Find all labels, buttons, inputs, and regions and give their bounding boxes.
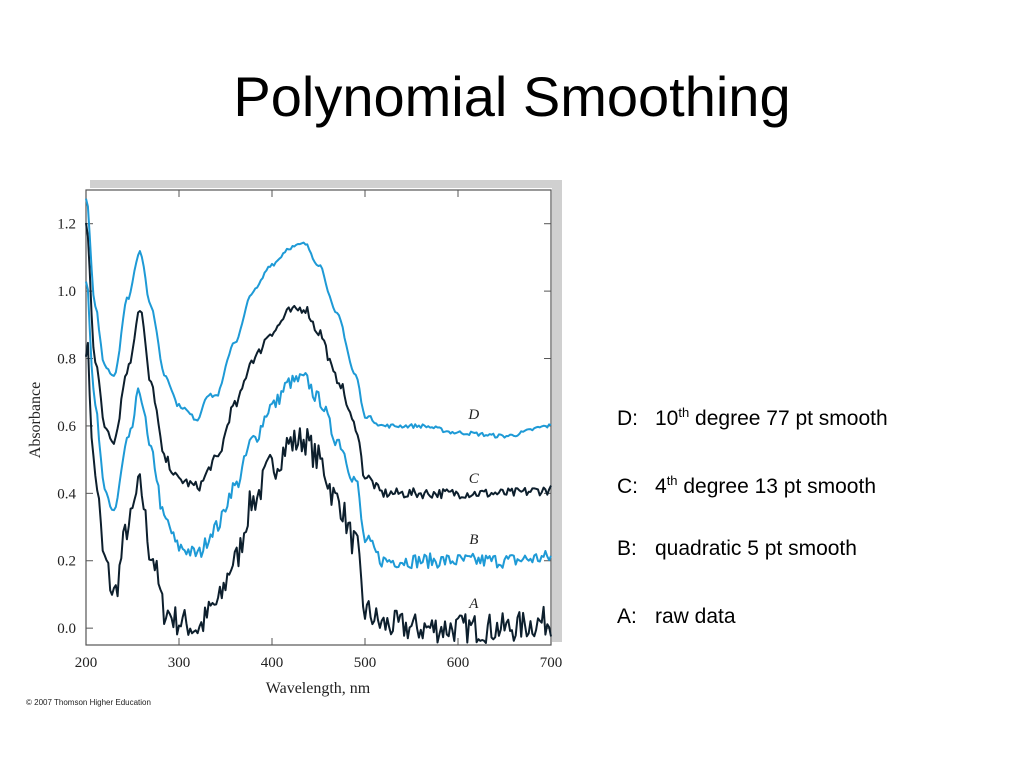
- axis-ticks: 200 300 400 500 600 700 0.0 0.2 0.4 0.6 0.8 1.0 1.2: [57, 190, 562, 671]
- legend-text: degree 77 pt smooth: [689, 407, 888, 430]
- x-tick-label: 700: [540, 655, 563, 671]
- x-tick-label: 400: [261, 655, 284, 671]
- series-line-d: [85, 198, 552, 439]
- legend-number: 10: [655, 407, 679, 430]
- plot-frame: [85, 189, 552, 646]
- series-line-c: [85, 222, 552, 500]
- x-tick-label: 200: [75, 655, 98, 671]
- legend-item-b: B: quadratic 5 pt smooth: [617, 532, 888, 566]
- legend-key: A:: [617, 605, 637, 628]
- curve-label-a: A: [468, 596, 479, 612]
- x-axis-title: Wavelength, nm: [266, 680, 371, 697]
- chart-shadow-right: [552, 180, 562, 642]
- series-line-b: [85, 281, 552, 570]
- legend-superscript: th: [666, 473, 678, 488]
- legend-item-a: A: raw data: [617, 600, 888, 634]
- y-tick-label: 1.2: [57, 217, 76, 233]
- y-tick-label: 0.4: [57, 486, 76, 502]
- y-axis-title: Absorbance: [27, 382, 44, 458]
- y-tick-label: 0.8: [57, 352, 76, 368]
- x-tick-label: 500: [354, 655, 377, 671]
- chart-shadow-top: [90, 180, 560, 188]
- slide-title: Polynomial Smoothing: [233, 65, 791, 128]
- x-tick-label: 600: [447, 655, 470, 671]
- curve-label-b: B: [469, 532, 478, 548]
- legend-item-d: D: 10th degree 77 pt smooth: [617, 396, 888, 430]
- legend-text: quadratic 5 pt smooth: [655, 537, 857, 560]
- series-line-a: [85, 341, 552, 644]
- y-tick-label: 0.0: [57, 621, 76, 637]
- curve-labels: D C B A: [467, 407, 479, 612]
- legend-key: D:: [617, 407, 638, 430]
- y-tick-label: 1.0: [57, 284, 76, 300]
- legend: D: 10th degree 77 pt smooth C: 4th degree …: [617, 396, 888, 668]
- curve-label-c: C: [469, 471, 480, 487]
- series-group: [85, 198, 552, 644]
- legend-key: B:: [617, 537, 637, 560]
- legend-text: raw data: [655, 605, 736, 628]
- curve-label-d: D: [467, 407, 479, 423]
- legend-item-c: C: 4th degree 13 pt smooth: [617, 464, 888, 498]
- legend-key: C:: [617, 475, 638, 498]
- legend-superscript: th: [678, 405, 690, 420]
- legend-text: degree 13 pt smooth: [677, 475, 876, 498]
- y-tick-label: 0.2: [57, 554, 76, 570]
- y-tick-label: 0.6: [57, 419, 76, 435]
- x-tick-label: 300: [168, 655, 191, 671]
- legend-number: 4: [655, 475, 667, 498]
- copyright-notice: © 2007 Thomson Higher Education: [26, 698, 151, 707]
